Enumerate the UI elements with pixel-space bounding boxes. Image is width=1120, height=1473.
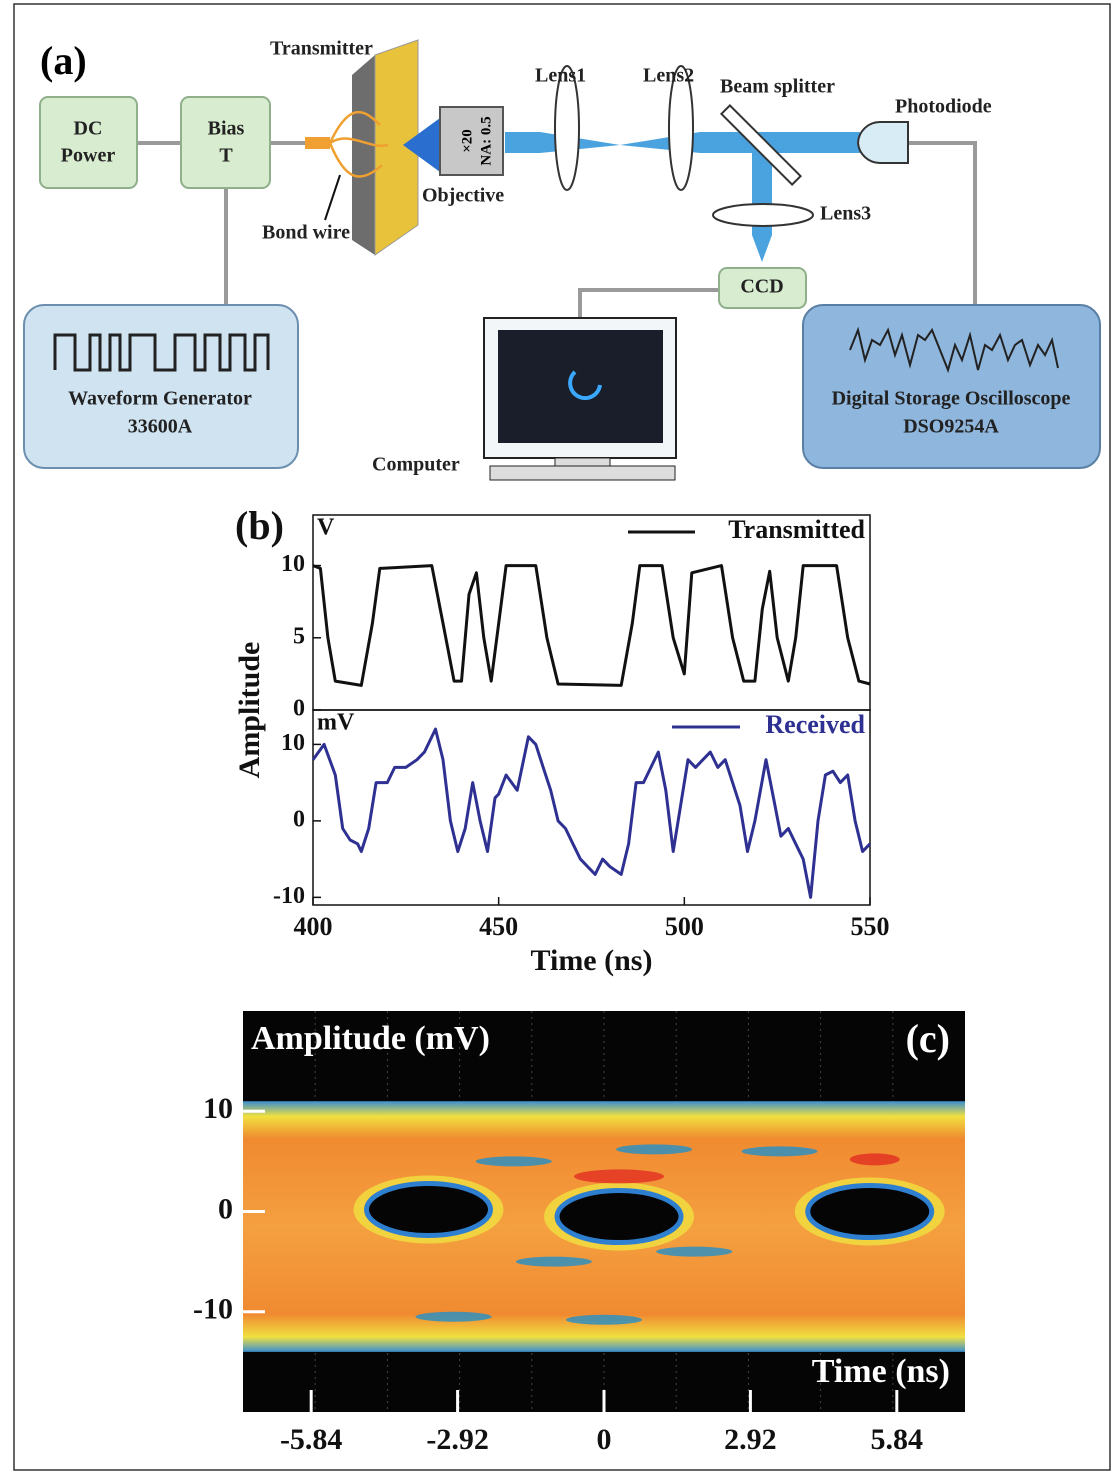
screen [498, 330, 663, 443]
chip-side [352, 55, 375, 255]
y-tick-label: -10 [273, 883, 305, 909]
y-tick-label: 10 [203, 1092, 233, 1125]
x-tick-label: 450 [479, 912, 518, 941]
label: Beam splitter [720, 76, 835, 98]
panel-label: (b) [235, 503, 284, 548]
x-tick-label: -2.92 [426, 1423, 489, 1456]
beam-splitter [719, 103, 803, 187]
box-label: Waveform Generator [68, 388, 252, 410]
series-line [312, 564, 871, 687]
trace-gap [515, 1256, 592, 1267]
y-axis-label: Amplitude (mV) [251, 1020, 490, 1057]
label: Computer [372, 454, 460, 476]
box-label: Bias [208, 118, 245, 140]
setup-diagram: (a) DC Power Bias T Transmitter Bond wir… [23, 38, 1101, 481]
y-tick-label: -10 [193, 1293, 233, 1326]
label: Lens3 [820, 203, 871, 225]
bond-wires [328, 111, 389, 178]
y-tick-label: 0 [293, 696, 305, 722]
box-label: T [219, 145, 233, 167]
lens3 [712, 203, 814, 227]
x-axis-label: Time (ns) [531, 944, 653, 977]
panel-label: (a) [40, 38, 87, 83]
ccd-box [718, 267, 807, 309]
dc-power-box [39, 96, 138, 189]
chip [374, 39, 419, 256]
trace-gap [415, 1311, 492, 1322]
label: NA: 0.5 [478, 116, 494, 165]
y-tick-label: 10 [281, 730, 305, 756]
x-tick-label: 550 [851, 912, 890, 941]
x-tick-label: 500 [665, 912, 704, 941]
oscilloscope-box [802, 304, 1101, 469]
objective-tip [403, 118, 440, 172]
y-tick-label: 10 [281, 551, 305, 577]
trace-gap [741, 1146, 818, 1157]
lens1 [554, 65, 580, 191]
series-line [311, 727, 872, 899]
square-wave-icon [53, 333, 270, 372]
x-tick-label: 5.84 [871, 1423, 924, 1456]
trace-gap [656, 1246, 733, 1257]
trace-gap [475, 1156, 552, 1167]
label: ×20 [459, 129, 475, 153]
panel-label: (c) [906, 1016, 950, 1061]
photodiode [856, 120, 909, 165]
unit-label: V [317, 515, 335, 541]
waveform-generator-box [23, 304, 299, 469]
lens2 [668, 65, 694, 191]
y-tick-label: 5 [293, 623, 305, 649]
trace-hotspot [849, 1153, 900, 1166]
legend-label: Transmitted [728, 515, 865, 544]
legend-label: Received [765, 710, 865, 739]
box-label: CCD [740, 276, 783, 298]
x-axis-label: Time (ns) [812, 1353, 950, 1390]
x-tick-label: -5.84 [280, 1423, 343, 1456]
x-tick-label: 2.92 [724, 1423, 777, 1456]
y-tick-label: 0 [218, 1192, 233, 1225]
label: Lens1 [535, 65, 586, 87]
plot-frame [312, 514, 871, 711]
unit-label: mV [317, 710, 355, 736]
trace-hotspot [574, 1169, 665, 1184]
label: Objective [422, 185, 504, 207]
label: Transmitter [270, 38, 373, 60]
label: Lens2 [643, 65, 694, 87]
figure-border [13, 3, 1111, 1471]
trace-gap [566, 1314, 642, 1325]
box-label: Power [61, 145, 116, 167]
y-tick-label: 0 [293, 806, 305, 832]
objective-body [439, 106, 504, 176]
eye-opening [554, 1188, 684, 1246]
y-axis-label: Amplitude [233, 642, 266, 779]
eye-opening [805, 1183, 935, 1240]
label: Photodiode [895, 96, 992, 118]
label: Bond wire [262, 222, 350, 244]
box-label: DSO9254A [903, 416, 999, 438]
screen-spot [568, 370, 602, 401]
trace-gap [616, 1144, 693, 1155]
keyboard [489, 465, 676, 481]
stand [554, 457, 611, 467]
eye-opening [364, 1180, 494, 1238]
bond-wire-arrow [324, 174, 341, 221]
x-tick-label: 400 [294, 912, 333, 941]
box-label: Digital Storage Oscilloscope [832, 388, 1071, 410]
box-label: 33600A [128, 416, 193, 438]
bias-t-box [180, 96, 271, 189]
box-label: DC [74, 118, 103, 140]
x-tick-label: 0 [597, 1423, 612, 1456]
connector [305, 137, 330, 149]
noisy-wave-icon [849, 326, 1059, 374]
plot-frame [312, 709, 871, 906]
